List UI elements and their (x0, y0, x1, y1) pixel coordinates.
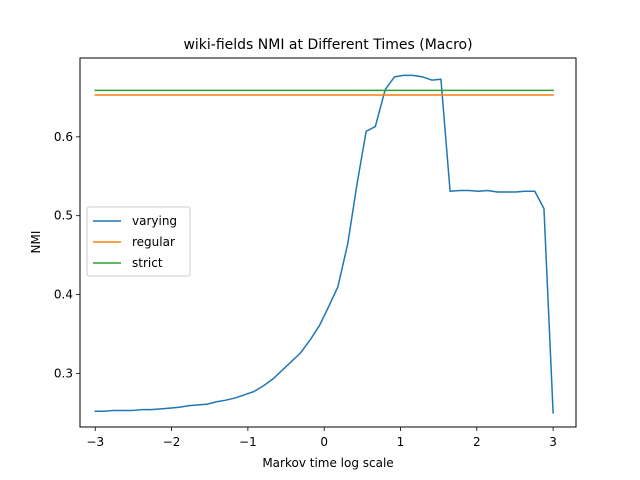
x-tick-label: 1 (397, 435, 405, 449)
y-tick-label: 0.4 (54, 288, 73, 302)
legend-label-varying: varying (132, 214, 177, 228)
x-tick-label: 0 (320, 435, 328, 449)
series-line-varying (94, 74, 554, 414)
legend: varying regular strict (86, 206, 191, 277)
y-tick-label: 0.5 (54, 209, 73, 223)
chart-title: wiki-fields NMI at Different Times (Macr… (183, 37, 472, 53)
legend-box (86, 206, 191, 277)
series-layer (94, 74, 554, 414)
legend-label-regular: regular (132, 235, 175, 249)
x-axis-title: Markov time log scale (262, 456, 393, 470)
y-tick-label: 0.3 (54, 366, 73, 380)
y-tick-label: 0.6 (54, 130, 73, 144)
legend-label-strict: strict (132, 256, 163, 270)
x-axis: −3 −2 −1 0 1 2 3 (86, 427, 557, 449)
x-tick-label: −3 (86, 435, 104, 449)
x-tick-label: 3 (549, 435, 557, 449)
y-axis-title: NMI (29, 231, 43, 254)
y-axis: 0.3 0.4 0.5 0.6 (54, 130, 80, 380)
x-tick-label: −1 (239, 435, 257, 449)
plot-frame (79, 57, 577, 428)
x-tick-label: −2 (163, 435, 181, 449)
x-tick-label: 2 (473, 435, 481, 449)
